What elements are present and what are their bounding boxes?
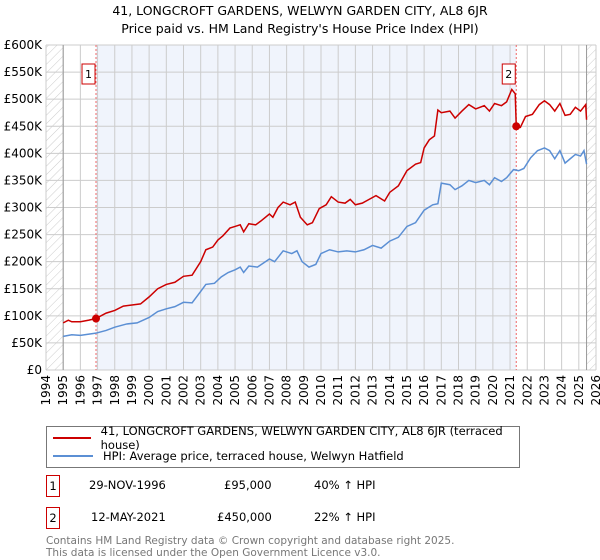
- sale-row-1: 1 29-NOV-1996 £95,000 40% ↑ HPI: [46, 475, 446, 499]
- legend: 41, LONGCROFT GARDENS, WELWYN GARDEN CIT…: [46, 424, 520, 468]
- sale-price: £95,000: [224, 478, 272, 492]
- x-tick-label: 2005: [228, 375, 242, 406]
- y-tick-label: £450K: [4, 119, 44, 133]
- x-tick-label: 2021: [503, 375, 517, 406]
- x-tick-label: 2024: [555, 375, 569, 406]
- x-tick-label: 2001: [159, 375, 173, 406]
- x-tick-label: 1996: [73, 375, 87, 406]
- sale-row-2: 2 12-MAY-2021 £450,000 22% ↑ HPI: [46, 507, 446, 531]
- x-tick-label: 2020: [486, 375, 500, 406]
- x-tick-label: 2023: [537, 375, 551, 406]
- x-tick-label: 2022: [520, 375, 534, 406]
- y-tick-label: £100K: [4, 309, 44, 323]
- x-tick-label: 2018: [452, 375, 466, 406]
- sale-hpi-diff: 22% ↑ HPI: [314, 510, 376, 524]
- x-tick-label: 1994: [39, 375, 53, 406]
- sale-date: 12-MAY-2021: [91, 510, 166, 524]
- price-chart: 1994 1995 1996 1997 1998 1999 2000 2001 2002 2003…: [4, 38, 600, 406]
- price-paid-line: [62, 87, 588, 324]
- chart-subtitle: Price paid vs. HM Land Registry's House …: [121, 21, 479, 36]
- sale-marker-badge: 1: [46, 475, 60, 497]
- chart-title: 41, LONGCROFT GARDENS, WELWYN GARDEN CIT…: [112, 3, 488, 18]
- legend-label: 41, LONGCROFT GARDENS, WELWYN GARDEN CIT…: [100, 424, 503, 452]
- x-tick-label: 2012: [348, 375, 362, 406]
- footer-line-1: Contains HM Land Registry data © Crown c…: [46, 535, 455, 547]
- sale-annotation-label: 2: [505, 68, 512, 81]
- x-tick-label: 2008: [280, 375, 294, 406]
- x-tick-label: 2007: [262, 375, 276, 406]
- x-tick-label: 2025: [572, 375, 586, 406]
- sale-annotation-label: 1: [85, 68, 92, 81]
- red-line-swatch: [53, 437, 91, 439]
- hpi-line: [63, 147, 588, 338]
- x-tick-label: 2016: [417, 375, 431, 406]
- x-tick-label: 2006: [245, 375, 259, 406]
- footer-line-2: This data is licensed under the Open Gov…: [46, 547, 381, 559]
- y-tick-label: £500K: [4, 92, 44, 106]
- x-tick-label: 1995: [56, 375, 70, 406]
- x-tick-label: 2026: [589, 375, 600, 406]
- sale-marker-badge: 2: [46, 507, 60, 529]
- x-tick-label: 1999: [125, 375, 139, 406]
- x-tick-label: 2015: [400, 375, 414, 406]
- y-tick-label: £550K: [4, 65, 44, 79]
- y-tick-label: £300K: [4, 201, 44, 215]
- sale-point: [512, 122, 521, 131]
- x-tick-label: 2014: [383, 375, 397, 406]
- sale-annotation-box: [501, 63, 516, 85]
- y-tick-label: £50K: [11, 336, 43, 350]
- blue-line-swatch: [53, 455, 93, 457]
- y-tick-label: £400K: [4, 146, 44, 160]
- x-tick-label: 2011: [331, 375, 345, 406]
- sale-point: [92, 314, 101, 323]
- y-tick-label: £0: [27, 363, 42, 377]
- y-tick-label: £150K: [4, 282, 44, 296]
- y-tick-label: £200K: [4, 255, 44, 269]
- sale-date: 29-NOV-1996: [89, 478, 166, 492]
- legend-item-property: 41, LONGCROFT GARDENS, WELWYN GARDEN CIT…: [53, 424, 519, 452]
- x-tick-label: 2002: [177, 375, 191, 406]
- x-tick-label: 2003: [194, 375, 208, 406]
- sale-hpi-diff: 40% ↑ HPI: [314, 478, 376, 492]
- x-tick-label: 2017: [434, 375, 448, 406]
- x-tick-label: 2019: [469, 375, 483, 406]
- x-tick-label: 1998: [108, 375, 122, 406]
- x-tick-label: 2004: [211, 375, 225, 406]
- legend-label: HPI: Average price, terraced house, Welw…: [103, 449, 404, 463]
- sale-price: £450,000: [217, 510, 272, 524]
- y-tick-label: £250K: [4, 228, 44, 242]
- sale-annotation-box: [81, 63, 96, 85]
- y-tick-label: £350K: [4, 173, 44, 187]
- y-tick-label: £600K: [4, 38, 44, 52]
- x-tick-label: 2009: [297, 375, 311, 406]
- footer: Contains HM Land Registry data © Crown c…: [46, 535, 454, 559]
- x-tick-label: 2013: [366, 375, 380, 406]
- legend-item-hpi: HPI: Average price, terraced house, Welw…: [53, 447, 404, 465]
- x-tick-label: 1997: [91, 375, 105, 406]
- x-tick-label: 2000: [142, 375, 156, 406]
- x-tick-label: 2010: [314, 375, 328, 406]
